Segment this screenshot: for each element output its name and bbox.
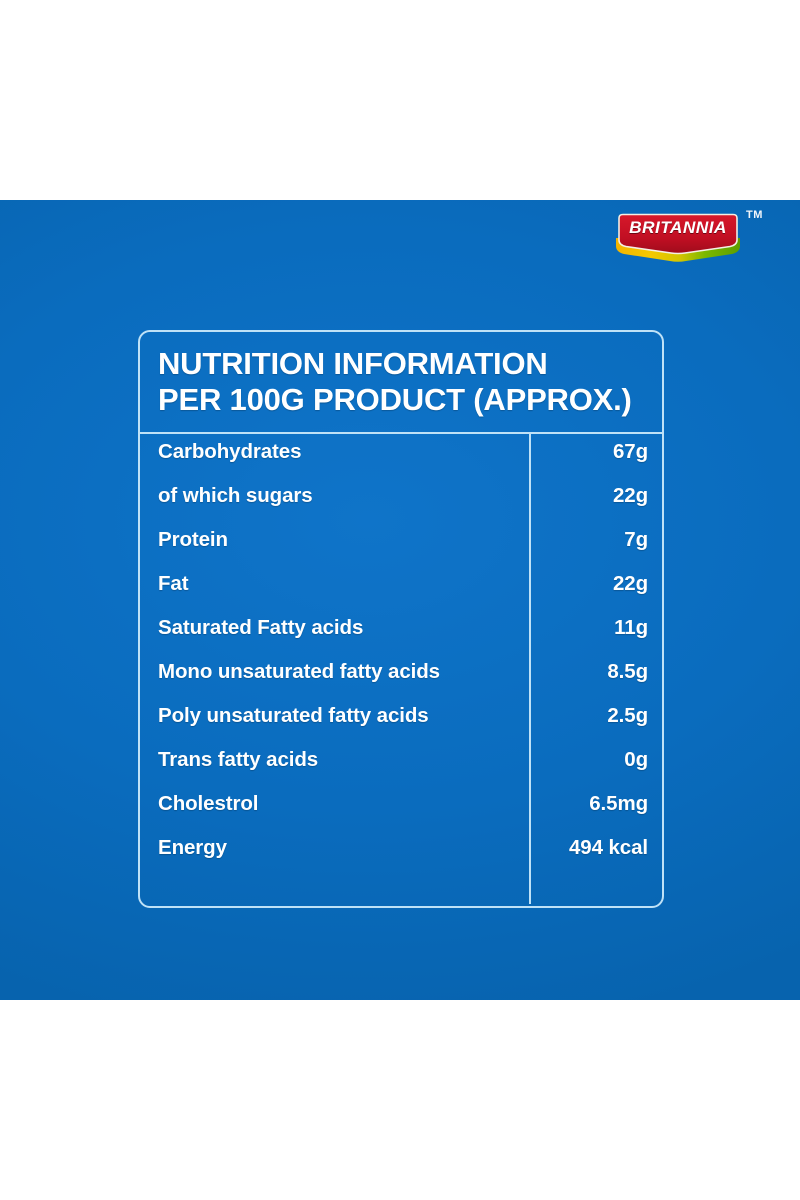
brand-shield-icon	[616, 213, 740, 262]
table-row: Poly unsaturated fatty acids 2.5g	[140, 704, 662, 748]
table-row: Saturated Fatty acids 11g	[140, 616, 662, 660]
product-blue-panel: BRITANNIA TM NUTRITION INFORMATION PER 1…	[0, 200, 800, 1000]
nutrient-label: Carbohydrates	[158, 439, 302, 463]
nutrient-label: Energy	[158, 835, 227, 859]
nutrition-title-line2: PER 100G PRODUCT (APPROX.)	[158, 381, 632, 417]
nutrient-amount: 6.5mg	[589, 791, 648, 815]
trademark-symbol: TM	[746, 209, 763, 221]
nutrient-amount: 22g	[612, 571, 648, 595]
nutrient-label: Trans fatty acids	[158, 747, 319, 771]
britannia-logo: BRITANNIA TM	[612, 208, 772, 270]
nutrient-label: Mono unsaturated fatty acids	[158, 659, 440, 683]
header-divider-rule	[140, 431, 662, 434]
nutrient-amount: 7g	[624, 527, 648, 551]
table-row: of which sugars 22g	[140, 484, 662, 528]
nutrition-information-box: NUTRITION INFORMATION PER 100G PRODUCT (…	[138, 330, 664, 908]
table-row: Fat 22g	[140, 572, 662, 616]
nutrient-amount: 67g	[612, 439, 648, 463]
nutrient-amount: 11g	[614, 615, 648, 639]
nutrient-label: Poly unsaturated fatty acids	[158, 703, 429, 727]
nutrition-title: NUTRITION INFORMATION PER 100G PRODUCT (…	[140, 332, 662, 428]
nutrient-amount: 0g	[624, 747, 648, 771]
nutrient-amount: 2.5g	[607, 703, 648, 727]
table-row: Energy 494 kcal	[140, 836, 662, 880]
column-divider-rule	[529, 433, 531, 904]
table-row: Trans fatty acids 0g	[140, 748, 662, 792]
nutrition-rows: Carbohydrates 67g of which sugars 22g Pr…	[140, 434, 662, 880]
brand-name: BRITANNIA	[629, 218, 727, 237]
nutrient-label: Protein	[158, 527, 228, 551]
nutrient-label: of which sugars	[158, 483, 313, 507]
nutrition-table: Carbohydrates 67g of which sugars 22g Pr…	[140, 433, 662, 904]
table-row: Mono unsaturated fatty acids 8.5g	[140, 660, 662, 704]
nutrition-title-line1: NUTRITION INFORMATION	[158, 346, 548, 381]
nutrient-amount: 8.5g	[607, 659, 648, 683]
nutrient-amount: 494 kcal	[569, 835, 648, 859]
nutrient-label: Cholestrol	[158, 791, 259, 815]
table-row: Carbohydrates 67g	[140, 440, 662, 484]
nutrient-label: Fat	[158, 571, 189, 595]
table-row: Cholestrol 6.5mg	[140, 792, 662, 836]
nutrient-amount: 22g	[612, 483, 648, 507]
table-row: Protein 7g	[140, 528, 662, 572]
nutrient-label: Saturated Fatty acids	[158, 615, 364, 639]
